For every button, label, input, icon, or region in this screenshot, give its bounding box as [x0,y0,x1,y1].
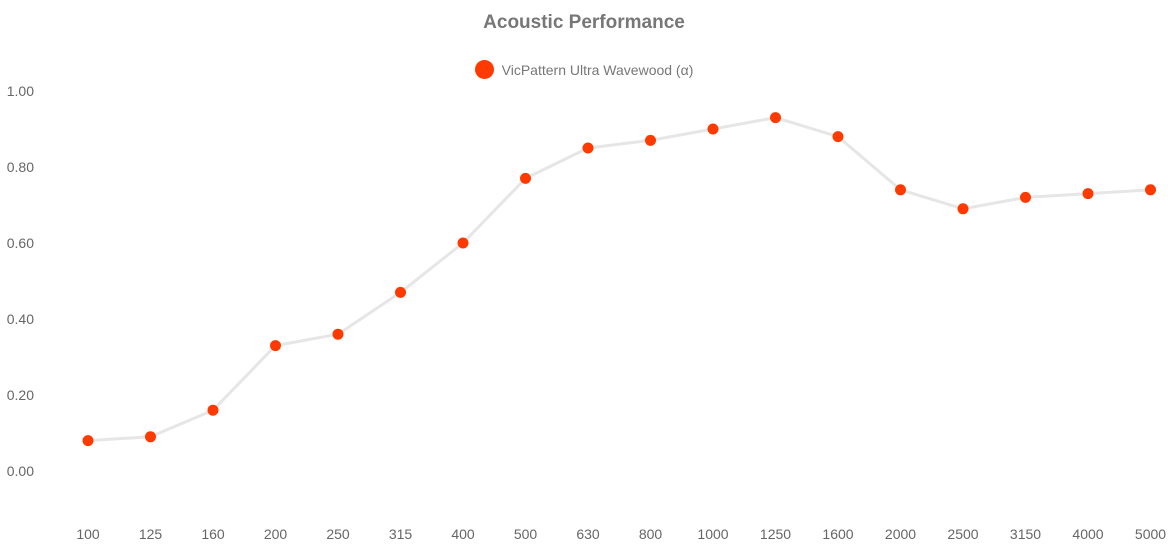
data-point[interactable] [1145,184,1156,196]
legend-swatch-icon [474,60,494,79]
y-tick-label: 0.40 [7,311,34,327]
legend[interactable]: VicPattern Ultra Wavewood (α) [0,60,1168,79]
data-point[interactable] [145,431,156,443]
x-tick-label: 100 [76,526,100,542]
legend-label: VicPattern Ultra Wavewood (α) [501,61,694,78]
x-tick-label: 1600 [822,526,853,542]
x-axis: 100 125 160 200 250 315 400 500 630 800 1000 1250 16… [76,526,1166,542]
y-axis: 0.00 0.20 0.40 0.60 0.80 1.00 [7,83,34,479]
x-tick-label: 1000 [697,526,728,542]
data-point[interactable] [1020,191,1031,203]
x-tick-label: 2000 [885,526,916,542]
x-tick-label: 800 [639,526,663,542]
data-point[interactable] [207,404,219,416]
data-point[interactable] [582,142,594,154]
data-point[interactable] [707,123,719,135]
x-tick-label: 2500 [947,526,978,542]
y-tick-label: 0.00 [7,463,34,479]
y-tick-label: 0.20 [7,387,34,403]
x-tick-label: 160 [201,526,225,542]
data-point[interactable] [270,340,281,352]
data-point[interactable] [770,112,781,124]
data-point[interactable] [895,184,906,196]
x-tick-label: 315 [389,526,413,542]
x-tick-label: 400 [451,526,475,542]
x-tick-label: 200 [264,526,288,542]
x-tick-label: 1250 [760,526,791,542]
data-point[interactable] [645,134,656,146]
series-group [82,112,1156,447]
x-tick-label: 250 [326,526,350,542]
data-point[interactable] [1082,188,1094,200]
y-tick-label: 0.80 [7,159,34,175]
data-point[interactable] [457,237,469,249]
data-point[interactable] [395,286,406,298]
data-point[interactable] [82,435,94,447]
x-tick-label: 4000 [1072,526,1103,542]
x-tick-label: 500 [514,526,538,542]
data-point[interactable] [332,328,344,340]
x-tick-label: 630 [576,526,600,542]
x-tick-label: 5000 [1135,526,1166,542]
chart-title: Acoustic Performance [483,12,685,33]
x-tick-label: 3150 [1010,526,1041,542]
y-tick-label: 1.00 [7,83,34,99]
x-tick-label: 125 [139,526,163,542]
data-point[interactable] [520,172,531,184]
data-point[interactable] [957,203,969,215]
y-tick-label: 0.60 [7,235,34,251]
data-point[interactable] [832,131,844,143]
series-line [87,116,1151,443]
